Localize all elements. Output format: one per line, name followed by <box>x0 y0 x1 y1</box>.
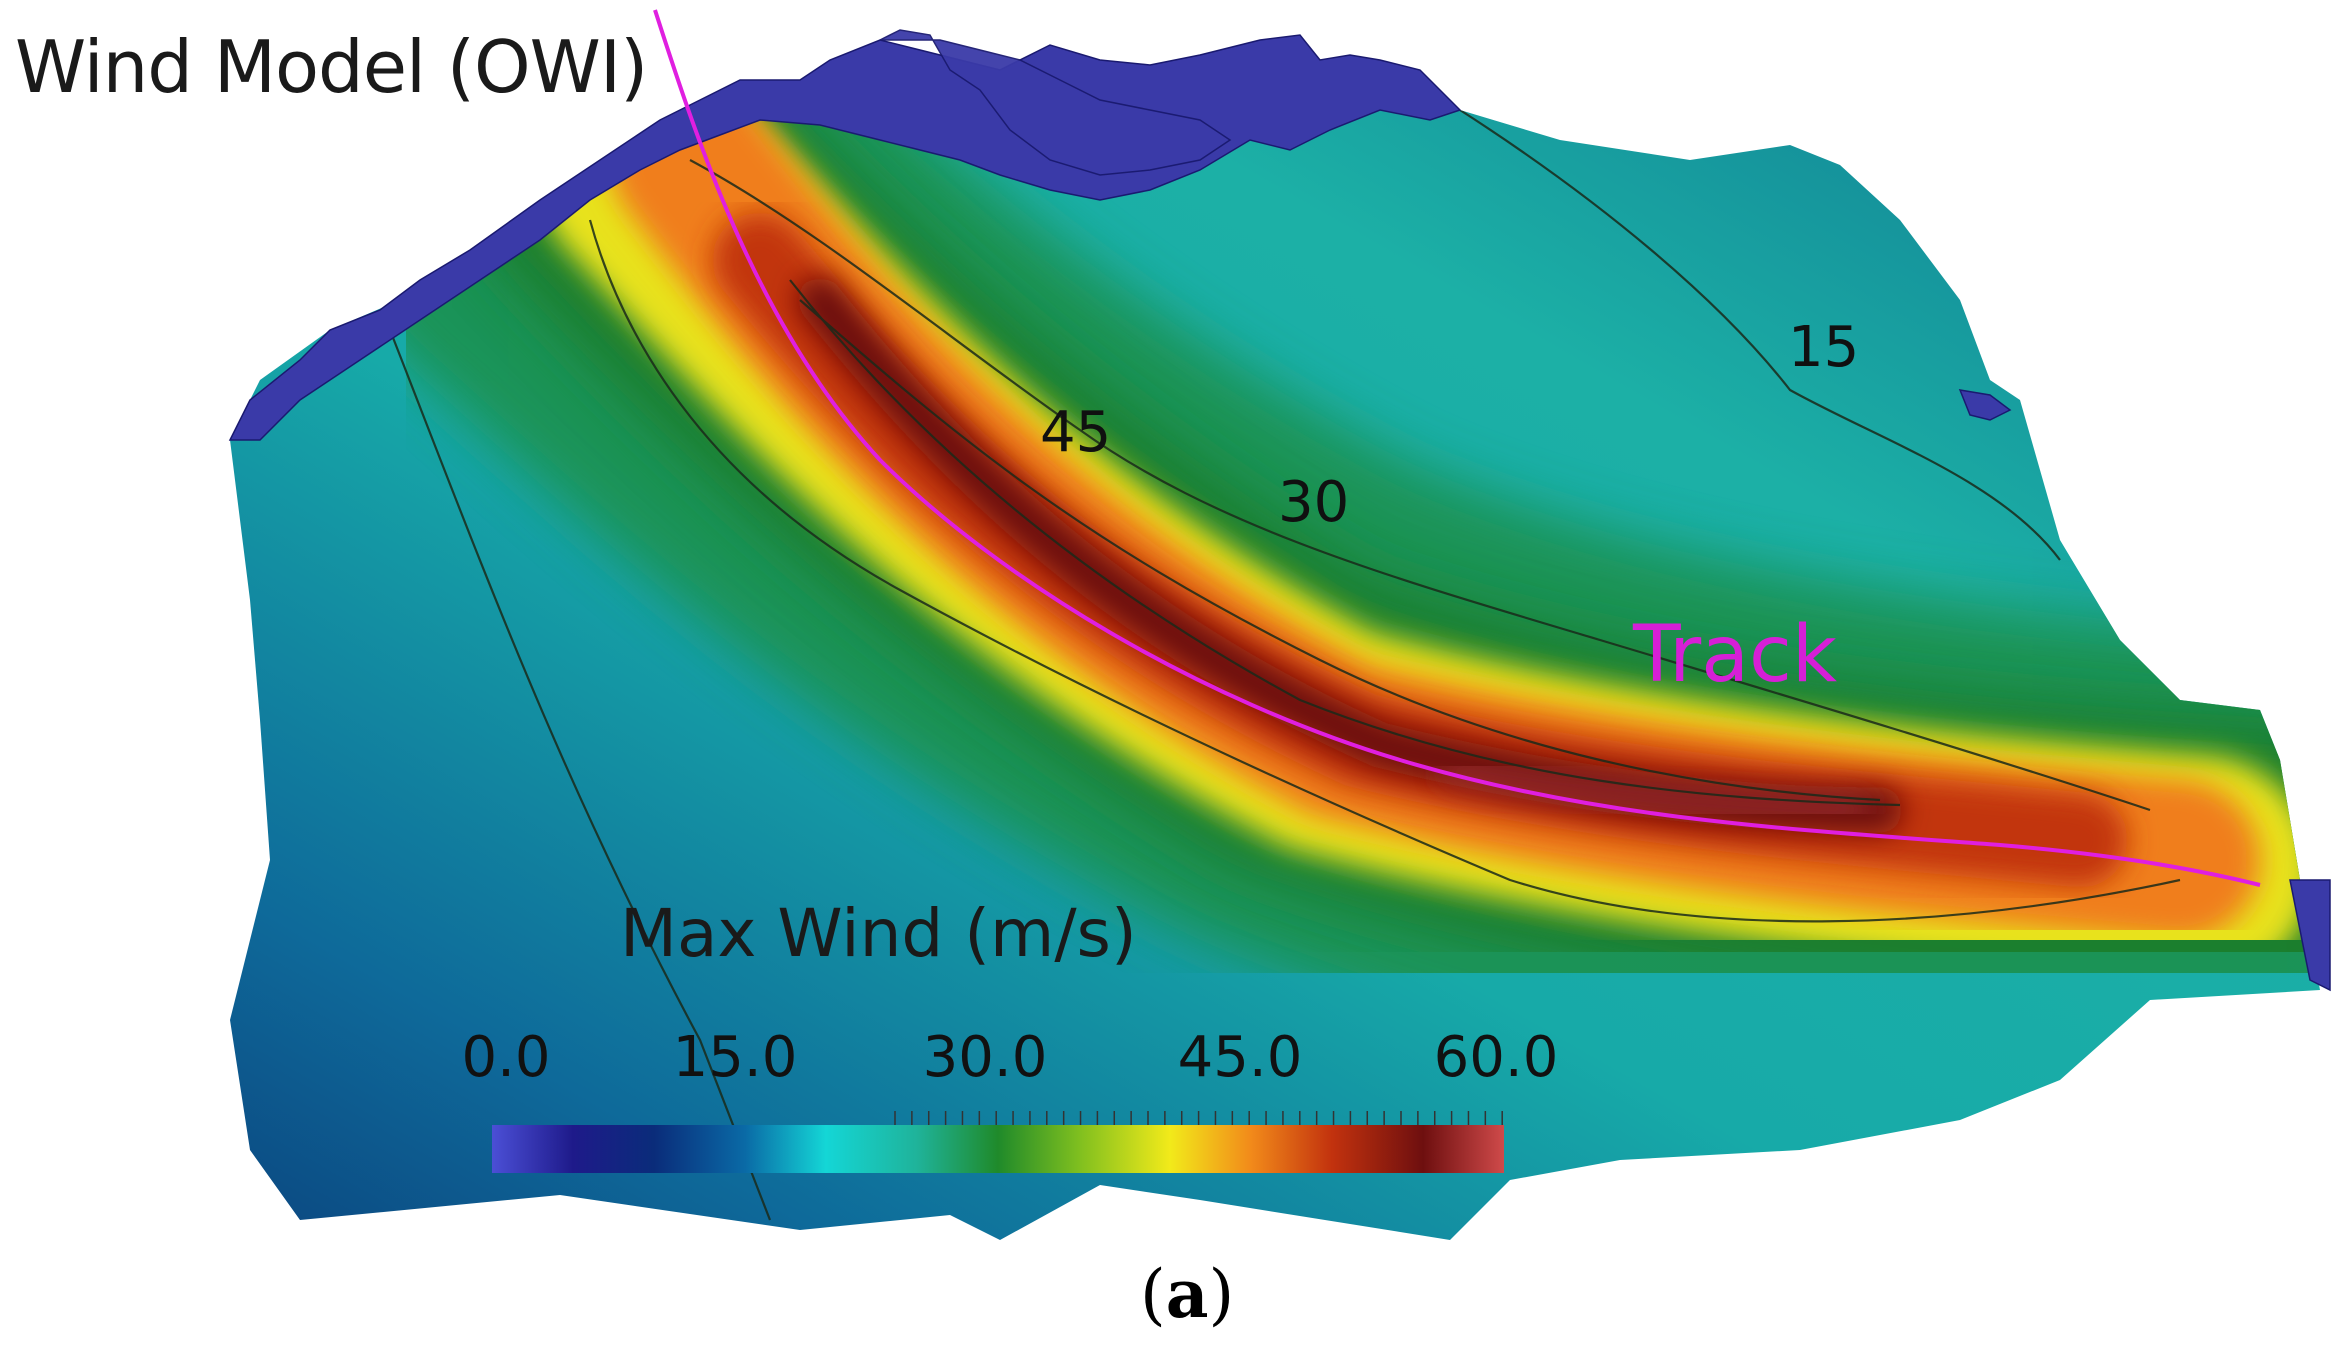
contour-label-15: 15 <box>1788 315 1860 380</box>
figure-caption: (a) <box>1140 1255 1235 1333</box>
legend-colorbar <box>492 1111 1504 1173</box>
legend-tick-label: 60.0 <box>1433 1025 1559 1090</box>
legend-tick-label: 15.0 <box>672 1025 798 1090</box>
figure-title: Wind Model (OWI) <box>15 25 648 109</box>
legend-tick-label: 30.0 <box>922 1025 1048 1090</box>
legend-title: Max Wind (m/s) <box>620 895 1137 972</box>
contour-lines <box>388 109 2181 1221</box>
contour-label-45: 45 <box>1040 400 1112 465</box>
track-label: Track <box>1633 610 1838 700</box>
coastline-land <box>228 29 2331 992</box>
legend-tick-label: 0.0 <box>461 1025 551 1090</box>
legend-tick-label: 45.0 <box>1177 1025 1303 1090</box>
hurricane-track-line <box>653 9 2261 887</box>
contour-label-30: 30 <box>1278 470 1350 535</box>
